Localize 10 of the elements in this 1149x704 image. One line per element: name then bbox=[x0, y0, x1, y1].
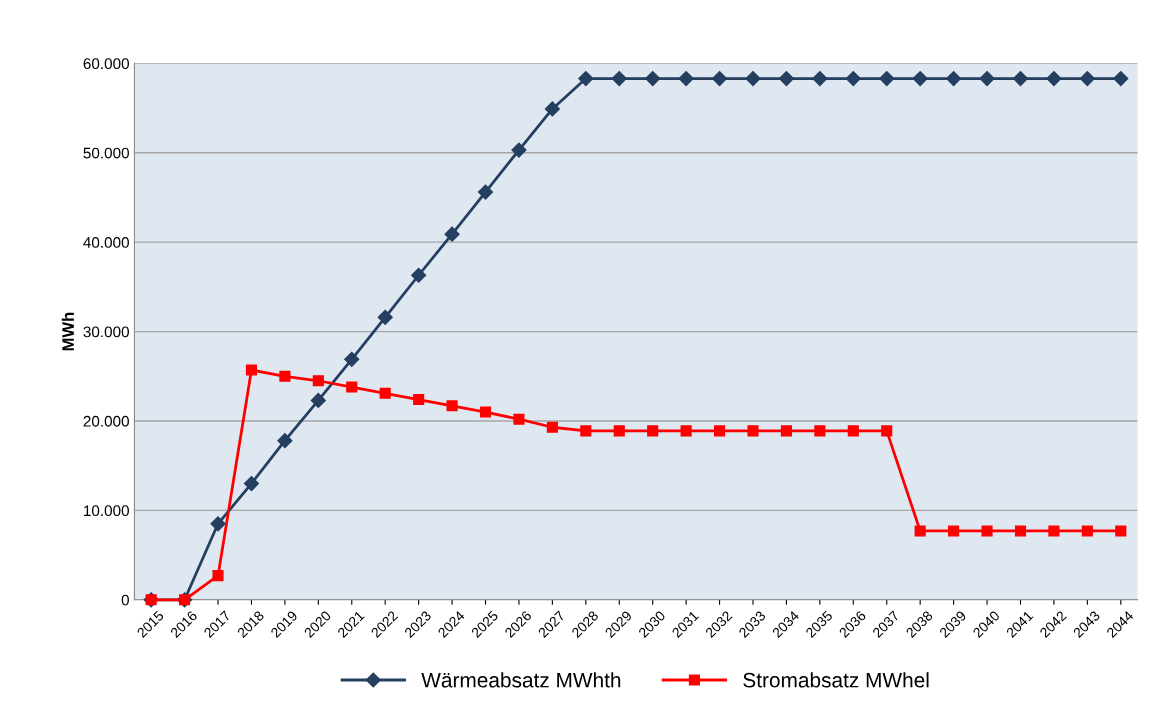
y-axis-title: MWh bbox=[61, 312, 74, 351]
y-tick-label: 30.000 bbox=[83, 326, 129, 338]
y-tick-label: 60.000 bbox=[83, 58, 129, 70]
y-tick-label: 50.000 bbox=[83, 147, 129, 159]
legend-label: Wärmeabsatz MWhth bbox=[421, 672, 621, 688]
y-tick-label: 20.000 bbox=[83, 415, 129, 427]
y-tick-label: 40.000 bbox=[83, 237, 129, 248]
y-tick-label: 0 bbox=[121, 594, 129, 606]
legend-label: Stromabsatz MWhel bbox=[743, 672, 929, 688]
y-tick-label: 10.000 bbox=[84, 505, 129, 517]
